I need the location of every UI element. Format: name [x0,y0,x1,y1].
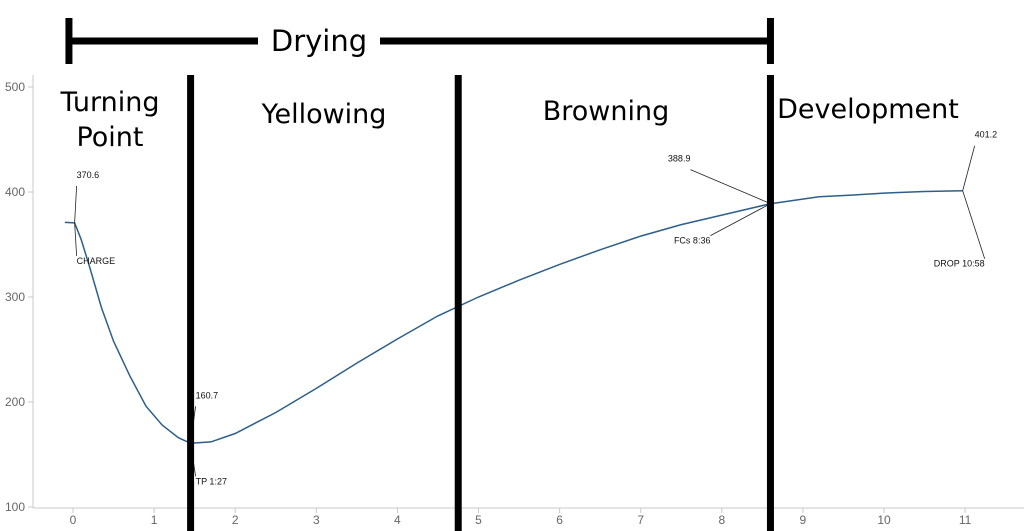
x-tick-label: 10 [877,513,891,527]
annotation-value-label: 401.2 [975,130,998,140]
phase-label: Turning [60,87,160,118]
x-tick-label: 4 [394,513,401,527]
x-tick-label: 6 [556,513,563,527]
drying-label: Drying [271,24,367,58]
x-tick-label: 8 [718,513,725,527]
x-axis-ticks: 0 1 2 3 4 5 6 7 8 9 10 11 [70,508,972,527]
annotation-leader-line [710,203,771,237]
x-tick-label: 1 [151,513,158,527]
axes [32,75,1024,509]
phase-label: Browning [543,96,670,127]
y-tick-label: 100 [5,500,25,514]
x-tick-label: 2 [232,513,239,527]
y-axis-ticks: 100 200 300 400 500 [5,80,33,514]
x-tick-label: 7 [637,513,644,527]
annotations: 370.6 CHARGE 160.7 TP 1:27 388.9 FCs 8:36 401.… [74,130,998,486]
temperature-series-line [64,189,963,445]
phase-boundary-lines [187,75,774,531]
x-tick-label: 5 [475,513,482,527]
annotation-leader-line [74,222,78,256]
y-tick-label: 500 [5,80,25,94]
annotation-event-label: CHARGE [77,256,116,266]
phase-label: Yellowing [261,99,387,130]
annotation-leader-line [962,145,976,191]
x-tick-label: 0 [70,513,77,527]
phase-labels: Turning Point Yellowing Browning Development [60,87,959,153]
annotation-leader-line [962,190,986,259]
drying-bracket: Drying [65,18,774,64]
annotation-value-label: 370.6 [77,170,100,180]
x-tick-label: 3 [313,513,320,527]
annotation-leader-line [690,169,771,205]
annotation-event-label: TP 1:27 [196,476,227,486]
x-tick-label: 11 [959,513,972,527]
y-tick-label: 200 [5,395,25,409]
phase-label: Point [76,122,143,153]
annotation-event-label: FCs 8:36 [674,236,711,246]
annotation-event-label: DROP 10:58 [934,259,985,269]
x-tick-label: 9 [800,513,807,527]
phase-label: Development [777,94,959,125]
annotation-value-label: 388.9 [668,154,691,164]
annotation-leader-line [74,185,78,223]
y-tick-label: 400 [5,185,25,199]
annotation-value-label: 160.7 [196,390,219,400]
y-tick-label: 300 [5,290,25,304]
